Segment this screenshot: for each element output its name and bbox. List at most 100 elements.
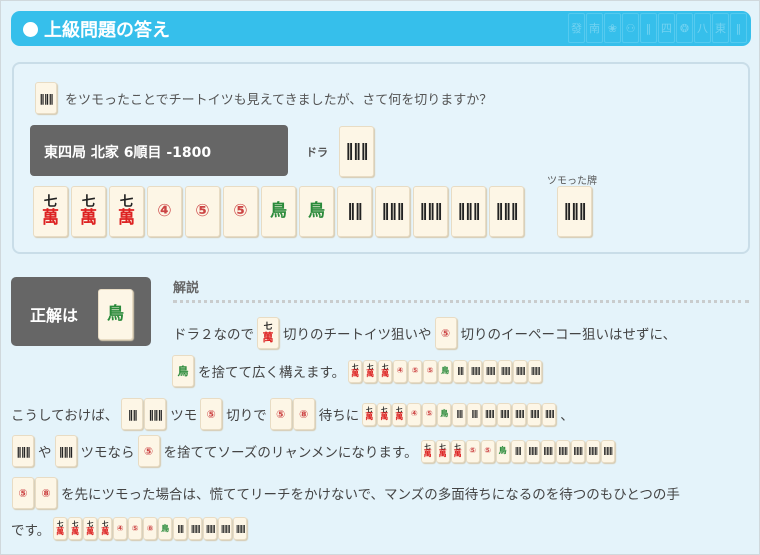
- explanation-line: ドラ２なので七萬切りのチートイツ狙いや ⑤ 切りのイーペーコー狙いはせずに、: [173, 317, 676, 349]
- text: 切りのイーペーコー狙いはせずに、: [460, 327, 677, 343]
- question-panel: ‖‖‖ をツモったことでチートイツも見えてきましたが、さて何を切りますか？ 東四局…: [12, 62, 750, 254]
- tile-group: 鳥: [172, 355, 195, 387]
- tile-5s: ‖‖‖: [557, 186, 592, 237]
- tile-7m: 七萬: [68, 517, 83, 540]
- tile-1s: 鳥: [158, 517, 173, 540]
- explanation-line: 鳥を捨てて広く構えます。七萬七萬七萬 ④ ⑤ ⑤ 鳥 ‖‖ ‖‖‖ ‖‖‖ ‖‖‖ ‖‖‖ ‖‖‖: [169, 355, 546, 387]
- tile-3s: ‖‖‖: [497, 402, 512, 426]
- tile-1s: 鳥: [438, 359, 453, 383]
- tile-7m: 七萬: [53, 517, 68, 540]
- tile-8p: ⑧: [143, 517, 158, 540]
- tile-2s: ‖‖: [173, 517, 188, 540]
- tile-group: 七萬七萬七萬 ④ ⑤ ⑤ 鳥鳥 ‖‖ ‖‖‖ ‖‖‖ ‖‖‖ ‖‖‖: [33, 186, 525, 237]
- tile-5s: ‖‖‖: [489, 186, 524, 237]
- text: 、: [560, 408, 574, 424]
- header-title: 上級問題の答え: [23, 16, 170, 42]
- tile-3s: ‖‖‖: [413, 186, 448, 237]
- tile-5p: ⑤: [423, 359, 438, 383]
- tile-group: ⑤: [434, 317, 458, 349]
- answer-panel: 正解は 鳥: [11, 277, 151, 346]
- tile-5p: ⑤: [408, 359, 423, 383]
- explanation-title: 解説: [173, 281, 200, 296]
- explanation-line: ⑤ ⑧ を先にツモった場合は、慌ててリーチをかけないで、マンズの多面待ちになるのを待…: [9, 477, 680, 509]
- tile-3s: ‖‖‖: [482, 402, 497, 426]
- tile-4p: ④: [407, 402, 422, 426]
- tile-5s: ‖‖‖: [585, 439, 600, 463]
- explanation-line: です。七萬七萬七萬七萬 ④ ⑤ ⑧ 鳥 ‖‖ ‖‖‖ ‖‖‖ ‖‖‖ ‖‖‖: [11, 517, 251, 540]
- tile-9s: ‖‖‖: [54, 435, 77, 467]
- tile-2s: ‖‖: [121, 398, 144, 430]
- decorative-tile-icon: 八: [694, 13, 711, 43]
- question-text: をツモったことでチートイツも見えてきましたが、さて何を切りますか？: [65, 92, 493, 108]
- tile-1s: 鳥: [98, 289, 133, 340]
- tile-4s: ‖‖‖: [12, 435, 34, 467]
- tile-5s: ‖‖‖: [513, 359, 528, 383]
- dora-indicator: ‖‖‖: [336, 126, 378, 177]
- tile-2s: ‖‖: [452, 402, 467, 426]
- tile-7m: 七萬: [98, 517, 113, 540]
- text: 待ちに: [318, 408, 360, 424]
- tile-5s: ‖‖‖: [528, 359, 543, 383]
- tile-3s: ‖‖‖: [375, 186, 410, 237]
- tile-3s: ‖‖‖: [540, 439, 555, 463]
- divider: [173, 300, 749, 303]
- tile-7m: 七萬: [435, 439, 450, 463]
- situation-label: 東四局 北家 6順目 -1800: [30, 125, 288, 176]
- text: や: [38, 445, 52, 461]
- tile-5p: ⑤: [12, 477, 34, 509]
- dora-label: ドラ: [306, 146, 328, 159]
- tile-5s: ‖‖‖: [233, 517, 248, 540]
- tile-7m: 七萬: [378, 359, 393, 383]
- tsumo-label: ツモった牌: [547, 176, 597, 187]
- tile-5p: ⑤: [480, 439, 495, 463]
- tile-3s: ‖‖‖: [468, 359, 483, 383]
- tile-2s: ‖‖: [510, 439, 525, 463]
- explanation-line: こうしておけば、 ‖‖ ‖‖‖ ツモ ⑤ 切りで ⑤ ⑧ 待ちに七萬七萬七萬 ④ ⑤ 鳥 ‖‖ ‖‖ ‖‖‖…: [11, 398, 574, 430]
- tile-5p: ⑤: [185, 186, 220, 237]
- tile-group: 七萬七萬七萬七萬 ④ ⑤ ⑧ 鳥 ‖‖ ‖‖‖ ‖‖‖ ‖‖‖ ‖‖‖: [53, 517, 248, 540]
- tile-4p: ④: [147, 186, 182, 237]
- tile-7m: 七萬: [71, 186, 106, 237]
- tile-5p: ⑤: [200, 398, 223, 430]
- tile-7m: 七萬: [450, 439, 465, 463]
- tile-2s: ‖‖: [337, 186, 372, 237]
- tile-1s: 鳥: [261, 186, 296, 237]
- tile-8p: ⑧: [35, 477, 57, 509]
- tile-5s: ‖‖‖: [144, 398, 167, 430]
- tile-group: ‖‖‖: [35, 82, 58, 114]
- tile-3s: ‖‖‖: [203, 517, 218, 540]
- decorative-tile-icon: 發: [568, 13, 585, 43]
- tile-7m: 七萬: [420, 439, 435, 463]
- tile-2s: ‖‖: [453, 359, 468, 383]
- answer-label: 正解は: [30, 306, 79, 325]
- tile-group: ⑤: [137, 435, 161, 467]
- tile-4p: ④: [113, 517, 128, 540]
- text: を捨てて広く構えます。: [198, 365, 346, 381]
- tile-7m: 七萬: [377, 402, 392, 426]
- tile-7m: 七萬: [362, 402, 377, 426]
- tile-3s: ‖‖‖: [339, 126, 374, 177]
- question: ‖‖‖ をツモったことでチートイツも見えてきましたが、さて何を切りますか？: [32, 82, 492, 114]
- tile-1s: 鳥: [437, 402, 452, 426]
- tile-7m: 七萬: [392, 402, 407, 426]
- tile-5p: ⑤: [128, 517, 143, 540]
- tile-group: 七萬七萬七萬 ⑤ ⑤ 鳥 ‖‖ ‖‖‖ ‖‖‖ ‖‖‖ ‖‖‖ ‖‖‖ ‖‖‖: [420, 439, 616, 463]
- tile-5s: ‖‖‖: [542, 402, 557, 426]
- page-header: 上級問題の答え 發南 ❀ ⚇ ‖ 四 ❂ 八東 ‖: [11, 11, 751, 46]
- text: です。: [11, 522, 51, 539]
- tile-5p: ⑤: [422, 402, 437, 426]
- tile-5p: ⑤: [269, 398, 292, 430]
- decorative-tile-icon: ❀: [604, 13, 621, 43]
- text: ツモなら: [80, 445, 135, 461]
- decorative-tile-icon: 東: [712, 13, 729, 43]
- bullet-icon: [23, 21, 38, 37]
- tile-4p: ④: [393, 359, 408, 383]
- tile-group: ‖‖‖: [12, 435, 35, 467]
- tile-3s: ‖‖‖: [483, 359, 498, 383]
- tile-4s: ‖‖‖: [451, 186, 486, 237]
- tile-5s: ‖‖‖: [527, 402, 542, 426]
- tile-group: ⑤: [200, 398, 223, 430]
- tile-4s: ‖‖‖: [555, 439, 570, 463]
